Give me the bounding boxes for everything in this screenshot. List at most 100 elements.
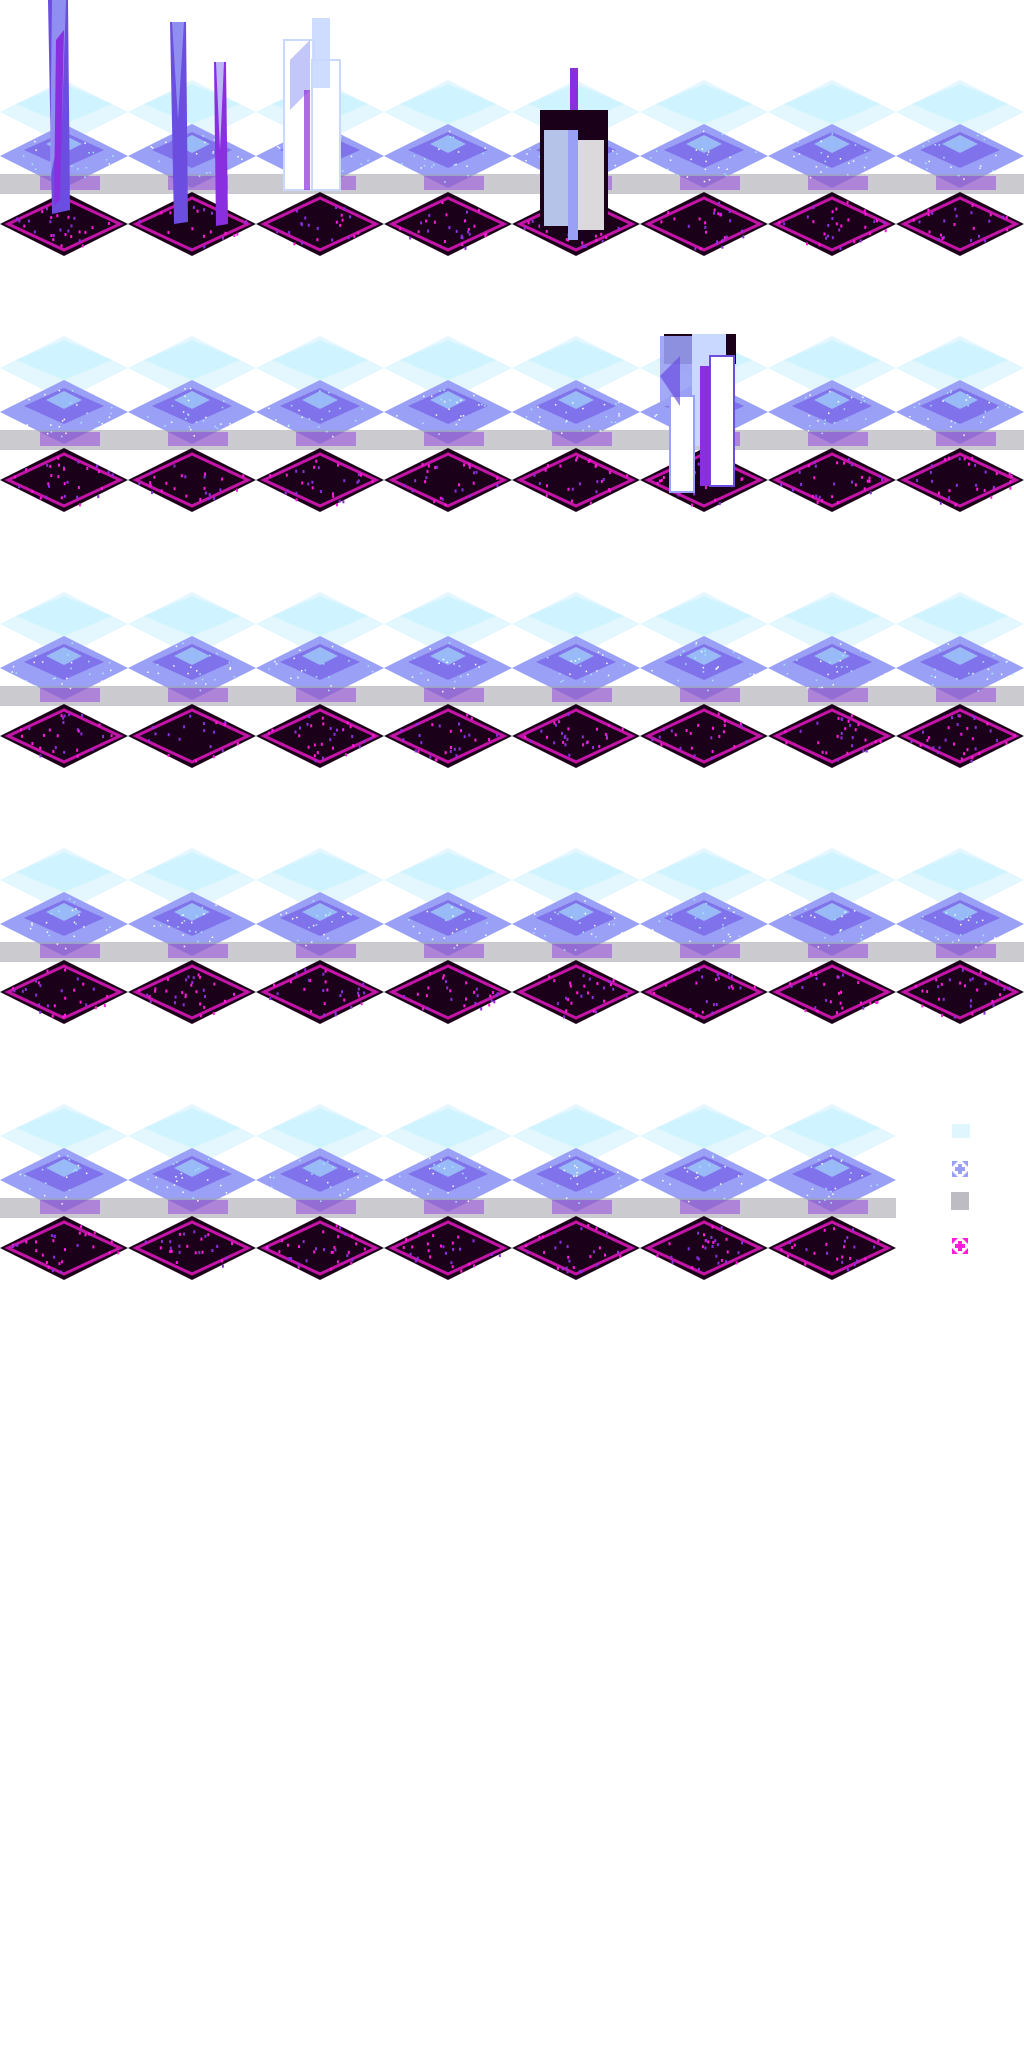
mist-layer <box>384 848 512 912</box>
tile-plain <box>384 0 512 260</box>
tile-plain <box>896 256 1024 516</box>
tile-layers <box>768 1104 896 1280</box>
tile-sprite <box>512 68 640 256</box>
tile-sprite <box>640 80 768 256</box>
mist-layer <box>512 1104 640 1168</box>
band-layer <box>256 686 384 706</box>
tile-sprite <box>256 18 384 256</box>
mist-layer <box>128 592 256 656</box>
dark-floor-layer <box>512 960 640 1024</box>
tile-layers <box>896 336 1024 512</box>
tile-plain <box>768 512 896 772</box>
tile-layers <box>768 80 896 256</box>
tile-crystal-shards <box>256 0 384 260</box>
tile-layers <box>256 592 384 768</box>
dark-floor-layer <box>640 1216 768 1280</box>
mist-layer <box>640 80 768 144</box>
band-layer <box>512 1198 640 1218</box>
tile-layers <box>256 1104 384 1280</box>
dark-floor-layer <box>128 448 256 512</box>
tile-block-tower <box>512 0 640 260</box>
tile-plain <box>256 512 384 772</box>
tile-layers <box>384 1104 512 1280</box>
tile-sprite <box>0 336 128 512</box>
mist-layer <box>896 592 1024 656</box>
mist-layer <box>768 592 896 656</box>
dark-floor-layer <box>512 1216 640 1280</box>
tile-layers <box>0 1104 128 1280</box>
crystal-pillar <box>214 62 228 226</box>
band-layer <box>0 1198 128 1218</box>
tile-sprite <box>896 336 1024 512</box>
mist-layer <box>640 1104 768 1168</box>
tile-sprite <box>640 592 768 768</box>
tile-layers <box>0 592 128 768</box>
mist-layer <box>896 336 1024 400</box>
tile-sprite <box>384 336 512 512</box>
mist-layer <box>384 336 512 400</box>
dark-floor-layer <box>640 704 768 768</box>
tile-plain <box>896 0 1024 260</box>
band-layer <box>256 1198 384 1218</box>
tile-sprite <box>0 592 128 768</box>
tile-sprite <box>0 1104 128 1280</box>
tile-layers <box>896 592 1024 768</box>
band-layer <box>128 942 256 962</box>
tile-plain <box>896 512 1024 772</box>
tile-sprite <box>896 848 1024 1024</box>
band-layer <box>0 686 128 706</box>
dark-floor-layer <box>768 1216 896 1280</box>
tile-plain <box>896 768 1024 1028</box>
dark-floor-layer <box>896 704 1024 768</box>
tile-sprite <box>512 1104 640 1280</box>
tile-plain <box>640 0 768 260</box>
band-layer <box>512 430 640 450</box>
tile-layers <box>128 80 256 256</box>
tile-sprite <box>128 336 256 512</box>
band-layer <box>896 686 1024 706</box>
band-layer <box>768 1198 896 1218</box>
band-layer <box>768 686 896 706</box>
tile-plain <box>256 1024 384 1284</box>
mist-layer <box>512 336 640 400</box>
band-layer <box>768 430 896 450</box>
band-layer <box>896 430 1024 450</box>
tile-sprite <box>640 1104 768 1280</box>
tile-layers <box>0 336 128 512</box>
tile-pillar-single <box>0 0 128 260</box>
tile-layers <box>640 1104 768 1280</box>
tile-sprite <box>256 1104 384 1280</box>
tile-sprite <box>128 592 256 768</box>
tile-plain <box>512 512 640 772</box>
tile-layers <box>384 80 512 256</box>
tile-layers <box>640 848 768 1024</box>
band-layer <box>256 430 384 450</box>
dark-floor-layer <box>0 704 128 768</box>
tile-plain <box>384 512 512 772</box>
tile-sprite <box>768 592 896 768</box>
mist-layer <box>128 1104 256 1168</box>
tile-layers <box>896 80 1024 256</box>
tile-layers <box>640 592 768 768</box>
tile-layers <box>256 336 384 512</box>
tile-sprite <box>896 80 1024 256</box>
crystal-pillar <box>170 22 188 224</box>
dark-floor-layer <box>256 448 384 512</box>
band-layer <box>640 174 768 194</box>
mist-layer <box>0 848 128 912</box>
tile-plain <box>128 256 256 516</box>
mini-mist-icon <box>952 1124 970 1138</box>
mini-icon-set <box>951 1124 970 1255</box>
tile-sprite <box>0 848 128 1024</box>
band-layer <box>896 942 1024 962</box>
tile-sprite <box>512 848 640 1024</box>
dark-floor-layer <box>128 960 256 1024</box>
tile-sprite <box>384 592 512 768</box>
dark-floor-layer <box>640 960 768 1024</box>
tile-layers <box>768 592 896 768</box>
mist-layer <box>0 592 128 656</box>
dark-floor-layer <box>384 192 512 256</box>
tile-plain <box>512 1024 640 1284</box>
tile-sprite <box>512 336 640 512</box>
tile-plain <box>640 1024 768 1284</box>
